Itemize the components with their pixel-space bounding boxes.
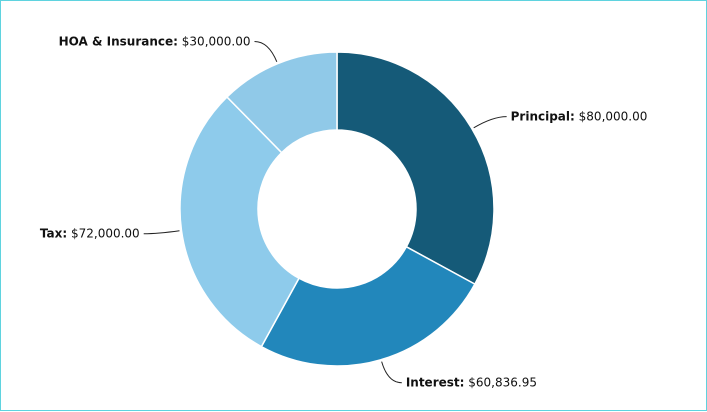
leader-line-principal xyxy=(473,116,507,129)
label-separator: : xyxy=(570,110,575,124)
slice-hoa-insurance[interactable] xyxy=(225,51,338,154)
label-separator: : xyxy=(460,376,465,390)
label-hoa-insurance: HOA & Insurance: $30,000.00 xyxy=(59,34,251,48)
slice-interest[interactable] xyxy=(260,245,476,367)
label-value: $72,000.00 xyxy=(67,227,140,241)
label-name: Principal xyxy=(511,110,570,124)
label-name: Interest xyxy=(406,376,460,390)
label-principal: Principal: $80,000.00 xyxy=(511,110,648,124)
label-separator: : xyxy=(173,34,178,48)
label-tax: Tax: $72,000.00 xyxy=(40,227,140,241)
leader-line-hoa-insurance xyxy=(254,40,278,63)
label-separator: : xyxy=(62,227,67,241)
slice-principal[interactable] xyxy=(336,51,495,286)
slice-tax[interactable] xyxy=(179,95,300,348)
labels-group: Principal: $80,000.00 Interest: $60,836.9… xyxy=(40,34,648,389)
leader-lines-group xyxy=(143,40,507,384)
label-name: HOA & Insurance xyxy=(59,34,174,48)
slices-group xyxy=(179,51,495,367)
label-value: $60,836.95 xyxy=(464,376,537,390)
leader-line-tax xyxy=(143,230,180,235)
label-value: $80,000.00 xyxy=(575,110,648,124)
label-interest: Interest: $60,836.95 xyxy=(406,376,537,390)
leader-line-interest xyxy=(381,361,402,384)
label-value: $30,000.00 xyxy=(178,34,251,48)
label-name: Tax xyxy=(40,227,63,241)
